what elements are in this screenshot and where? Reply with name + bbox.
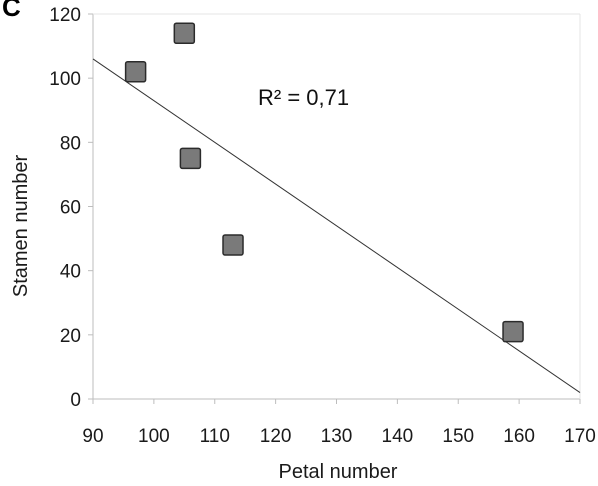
x-tick-labels: 90 100 110 120 130 140 150 160 170 (82, 426, 595, 447)
y-tick-label: 60 (60, 198, 81, 219)
data-point (173, 22, 196, 44)
axes (88, 13, 581, 404)
y-tick-label: 100 (49, 69, 81, 90)
x-tick-label: 110 (200, 426, 230, 447)
data-point (222, 234, 244, 256)
x-tick-label: 170 (564, 426, 596, 447)
data-point (124, 61, 147, 83)
panel-label: C (2, 0, 21, 22)
x-tick-label: 150 (442, 426, 474, 447)
data-point (502, 320, 524, 343)
x-tick-label: 160 (503, 426, 535, 447)
y-tick-label: 80 (60, 133, 81, 154)
x-tick-label: 140 (382, 426, 414, 447)
y-axis-label: Stamen number (10, 155, 32, 298)
y-tick-labels: 0 20 40 60 80 100 120 (49, 5, 81, 411)
data-points (124, 22, 524, 343)
x-tick-label: 100 (138, 426, 170, 447)
x-tick-label: 130 (321, 426, 353, 447)
y-tick-label: 0 (70, 390, 81, 411)
y-tick-label: 40 (60, 262, 81, 283)
data-point (179, 147, 202, 170)
trendline (92, 58, 581, 393)
x-tick-label: 90 (82, 426, 103, 447)
y-tick-label: 120 (49, 5, 81, 26)
x-tick-label: 120 (260, 426, 292, 447)
trendline-group (92, 58, 581, 393)
y-tick-label: 20 (60, 326, 81, 347)
r-squared-annotation: R² = 0,71 (258, 85, 349, 110)
x-axis-label: Petal number (279, 461, 398, 483)
